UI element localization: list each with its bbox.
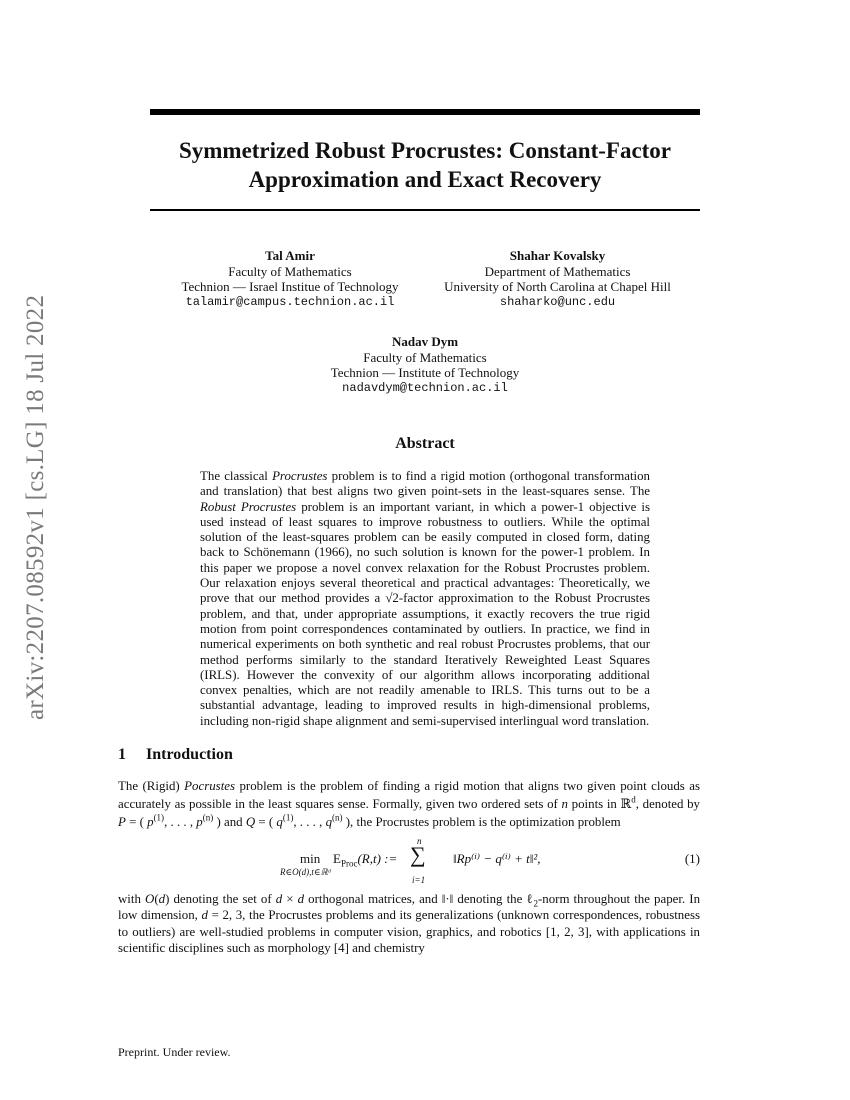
abstract-heading: Abstract	[395, 435, 455, 452]
text-segment: d	[275, 892, 283, 907]
text-segment: = 2, 3, the Procrustes problems and its …	[118, 908, 700, 955]
text-segment: , . . . ,	[293, 815, 326, 830]
author-inst: Technion — Institute of Technology	[330, 365, 520, 380]
text-segment: d	[201, 908, 208, 923]
intro-paragraph: The (Rigid) Pocrustes problem is the pro…	[118, 777, 700, 831]
text-segment: points in ℝ	[567, 797, 632, 812]
text-segment: p	[196, 815, 203, 830]
abstract-text: The classical Procrustes problem is to f…	[200, 469, 650, 729]
text-segment: P	[118, 815, 126, 830]
text-segment: ), the Procrustes problem is the optimiz…	[342, 815, 621, 830]
text-segment: Pocrustes	[184, 779, 236, 794]
author-dept: Faculty of Mathematics	[228, 263, 352, 279]
eq-lhs: EProc(R,t) :=	[333, 851, 398, 869]
text-segment: O	[145, 892, 155, 907]
author-email[interactable]: shaharko@unc.edu	[499, 294, 616, 309]
text-segment: The (Rigid)	[118, 779, 185, 794]
text-segment: The classical	[200, 469, 273, 483]
author-block: Shahar Kovalsky Department of Mathematic…	[425, 248, 690, 310]
text-segment: q	[325, 815, 333, 830]
main-flow: Abstract The classical Procrustes proble…	[0, 434, 850, 956]
eq-lhs-sub: Proc	[340, 858, 358, 869]
equation-1: min R∈O(d),t∈ℝᵈ EProc(R,t) := n ∑ i=1 ‖R…	[118, 836, 700, 889]
text-segment: (1)	[153, 812, 165, 823]
title-rule	[150, 209, 700, 211]
author-dept: Faculty of Mathematics	[363, 349, 487, 365]
eq-min: min	[300, 851, 321, 867]
author-inst: University of North Carolina at Chapel H…	[444, 279, 671, 294]
top-rule	[150, 109, 700, 115]
text-segment: problem is an important variant, in whic…	[200, 499, 650, 728]
text-segment: Procrustes	[272, 469, 328, 483]
author-name: Shahar Kovalsky	[509, 248, 606, 263]
eq-sum-bottom: i=1	[412, 875, 426, 886]
text-segment: problem is to find a rigid motion (ortho…	[200, 469, 650, 499]
author-block: Tal Amir Faculty of Mathematics Technion…	[160, 248, 420, 310]
text-segment: orthogonal matrices, and ‖·‖ denoting th…	[304, 892, 534, 907]
text-segment: = (	[255, 815, 277, 830]
author-block: Nadav Dym Faculty of Mathematics Technio…	[275, 334, 575, 396]
title-line: Symmetrized Robust Procrustes: Constant-…	[178, 138, 672, 163]
title-line: Approximation and Exact Recovery	[248, 167, 602, 192]
text-segment: ) denoting the set of	[165, 892, 276, 907]
text-segment: (1)	[282, 812, 294, 823]
eq-lhs-args: (R,t) :=	[357, 851, 398, 867]
author-name: Tal Amir	[265, 248, 315, 263]
text-segment: n	[561, 797, 568, 812]
paper-title: Symmetrized Robust Procrustes: Constant-…	[150, 136, 700, 194]
eq-number: (1)	[684, 851, 700, 867]
text-segment: , . . . ,	[164, 815, 197, 830]
eq-min-sub: R∈O(d),t∈ℝᵈ	[280, 867, 331, 878]
section-title: Introduction	[146, 746, 233, 764]
author-email[interactable]: nadavdym@technion.ac.il	[342, 380, 508, 395]
section-heading: 1 Introduction	[118, 745, 850, 765]
text-segment: ) and	[213, 815, 246, 830]
text-segment: problem is the problem of finding a rigi…	[118, 779, 700, 812]
author-dept: Department of Mathematics	[484, 263, 631, 279]
text-segment: d	[158, 892, 166, 907]
footer-note: Preprint. Under review.	[118, 1045, 231, 1059]
eq-term: ‖Rp⁽ⁱ⁾ − q⁽ⁱ⁾ + t‖²,	[453, 851, 541, 867]
author-name: Nadav Dym	[391, 334, 459, 349]
text-segment: = (	[125, 815, 148, 830]
text-segment: -norm throughout the paper. In low dimen…	[118, 892, 701, 923]
author-inst: Technion — Israel Institue of Technology	[181, 279, 399, 294]
text-segment: p	[147, 815, 154, 830]
text-segment: ×	[282, 892, 298, 907]
section-number: 1	[118, 746, 126, 764]
text-segment: with	[118, 892, 146, 907]
text-segment: (n)	[202, 812, 214, 823]
text-segment: Q	[245, 815, 256, 830]
text-segment: (	[154, 892, 159, 907]
text-segment: , denoted by	[635, 797, 700, 812]
text-segment: Robust Procrustes	[200, 499, 297, 514]
eq-sum-top: n	[417, 836, 422, 847]
text-segment: (n)	[332, 812, 343, 823]
author-email[interactable]: talamir@campus.technion.ac.il	[185, 294, 395, 309]
eq-sum: ∑	[410, 842, 426, 868]
eq-lhs-e: E	[333, 851, 341, 867]
intro-paragraph: with O(d) denoting the set of d × d orth…	[118, 891, 700, 956]
text-segment: 2	[533, 898, 538, 909]
text-segment: d	[297, 892, 305, 907]
text-segment: q	[276, 815, 283, 830]
text-segment: d	[631, 794, 636, 805]
